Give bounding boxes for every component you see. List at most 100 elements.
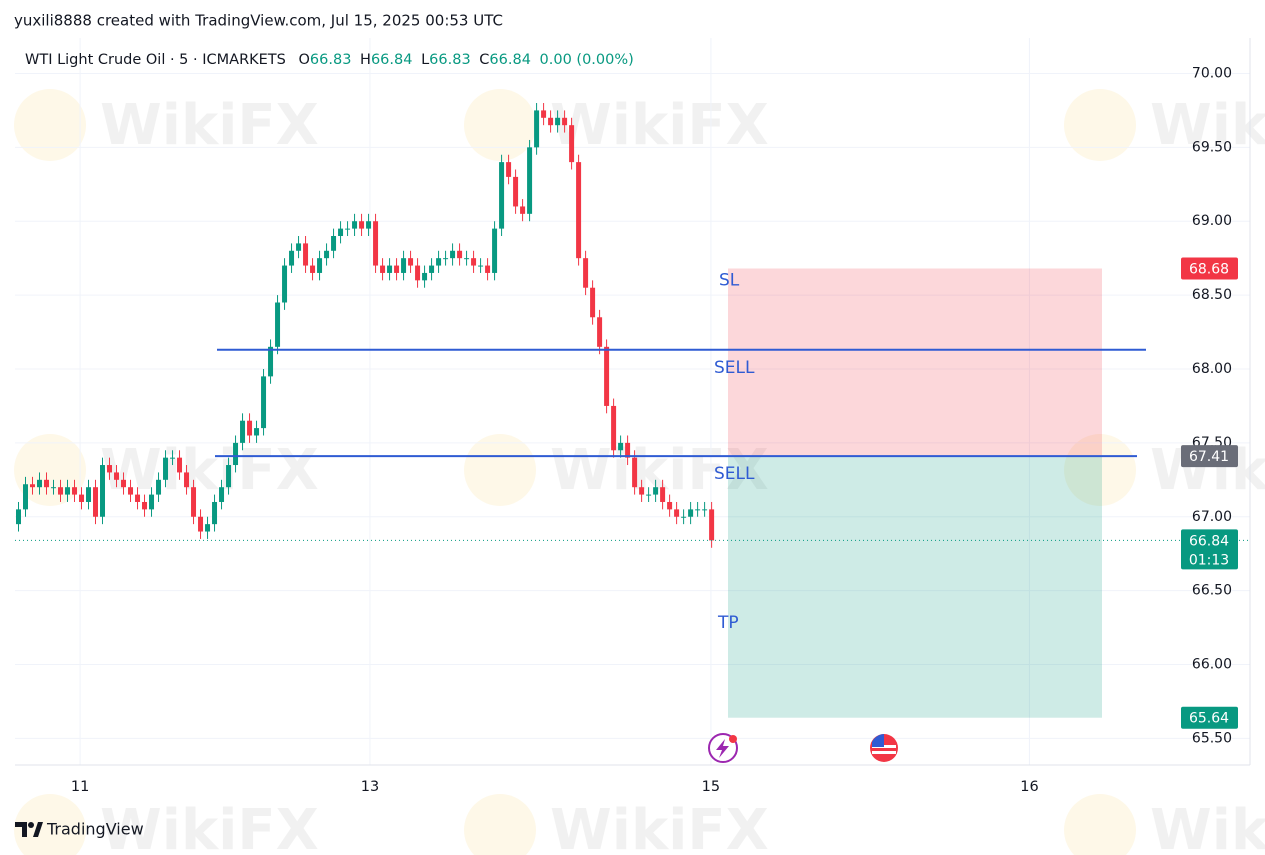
- candle-body: [331, 236, 337, 251]
- candle-body: [443, 258, 449, 260]
- watermark: WikiFX: [100, 93, 319, 158]
- candle-body: [282, 265, 288, 303]
- candle-body: [23, 484, 29, 510]
- price-badge-label: 66.84: [1189, 533, 1229, 549]
- watermark: WikiFX: [550, 93, 769, 158]
- candle-body: [653, 487, 659, 495]
- candle-body: [611, 405, 617, 451]
- legend-l: 66.83: [429, 52, 471, 68]
- price-badge-label: 65.64: [1189, 711, 1229, 727]
- candle-body: [51, 487, 57, 489]
- candle-body: [79, 494, 85, 502]
- candle-body: [254, 428, 260, 436]
- candle-body: [121, 479, 127, 488]
- candle-body: [387, 265, 393, 273]
- annotation: SELL: [714, 464, 755, 484]
- stop-zone: [728, 268, 1102, 457]
- legend: WTI Light Crude Oil · 5 · ICMARKETS O66.…: [25, 52, 634, 68]
- y-tick-label: 68.00: [1192, 361, 1232, 377]
- y-tick-label: 66.00: [1192, 657, 1232, 673]
- legend-c: 66.84: [489, 52, 531, 68]
- legend-o-label: O: [298, 52, 309, 68]
- watermark-logo: [14, 89, 86, 161]
- candle-body: [226, 465, 232, 488]
- position-tool: [728, 268, 1102, 718]
- candle-body: [135, 494, 141, 502]
- watermark: WikiFX: [550, 798, 769, 855]
- candle-body: [373, 221, 379, 266]
- candle-body: [422, 272, 428, 281]
- candle-body: [184, 472, 190, 488]
- x-tick-label: 11: [71, 779, 89, 795]
- y-tick-label: 70.00: [1192, 65, 1232, 81]
- watermark-logo: [14, 794, 86, 855]
- candle-body: [541, 110, 547, 118]
- candle-body: [296, 243, 302, 251]
- legend-h: 66.84: [371, 52, 413, 68]
- candle-body: [289, 250, 295, 266]
- candle-body: [93, 487, 99, 517]
- price-badge: [1181, 445, 1238, 468]
- candle-body: [513, 176, 519, 207]
- x-tick-label: 15: [702, 779, 720, 795]
- candle-body: [142, 501, 148, 510]
- candle-body: [212, 501, 218, 525]
- legend-change: 0.00 (0.00%): [540, 52, 634, 68]
- legend-l-label: L: [421, 52, 429, 68]
- candle-body: [660, 487, 666, 502]
- candle-body: [324, 250, 330, 259]
- watermark-logo: [1064, 434, 1136, 506]
- candle-body: [555, 117, 561, 126]
- overlays: SL SELL SELL TP 68.68 67.41 66.84 01:13 65.64: [15, 257, 1250, 729]
- candle-body: [667, 501, 673, 510]
- candle-body: [520, 206, 526, 214]
- candle-body: [114, 472, 120, 480]
- legend-h-label: H: [360, 52, 371, 68]
- y-tick-label: 69.00: [1192, 213, 1232, 229]
- candle-body: [380, 265, 386, 273]
- candle-body: [268, 346, 274, 377]
- candle-body: [163, 457, 169, 480]
- annotation: SELL: [714, 358, 755, 378]
- candle-body: [695, 509, 701, 511]
- candle-body: [177, 457, 183, 473]
- candle-body: [149, 494, 155, 510]
- watermark-logo: [464, 434, 536, 506]
- candle-body: [674, 509, 680, 517]
- candle-body: [30, 484, 36, 488]
- candle-body: [625, 442, 631, 458]
- price-badge-label: 68.68: [1189, 262, 1229, 278]
- y-tick-label: 69.50: [1192, 139, 1232, 155]
- x-tick-label: 13: [361, 779, 379, 795]
- candle-body: [534, 110, 540, 148]
- annotation: SL: [719, 271, 740, 291]
- watermark-logo: [464, 794, 536, 855]
- event-icon: [708, 733, 738, 763]
- candle-body: [156, 479, 162, 495]
- target-zone: [728, 456, 1102, 718]
- candle-body: [415, 265, 421, 281]
- watermark-logo: [464, 89, 536, 161]
- candle-body: [303, 243, 309, 266]
- candle-body: [597, 317, 603, 347]
- candle-body: [632, 457, 638, 488]
- candle-body: [100, 465, 106, 517]
- watermark: WikiFX: [100, 438, 319, 503]
- candle-body: [310, 265, 316, 273]
- candle-body: [359, 221, 365, 229]
- y-tick-label: 65.50: [1192, 730, 1232, 746]
- candle-body: [240, 420, 246, 443]
- candle-body: [471, 258, 477, 266]
- y-tick-label: 68.50: [1192, 287, 1232, 303]
- price-badge: [1181, 257, 1238, 280]
- watermark: WikiFX: [100, 798, 319, 855]
- price-badge-label: 67.41: [1189, 449, 1229, 465]
- candle-body: [464, 258, 470, 260]
- flag-icon: [870, 734, 898, 762]
- candle-body: [191, 487, 197, 517]
- price-badge: [1181, 529, 1238, 570]
- legend-o: 66.83: [310, 52, 352, 68]
- candle-body: [170, 457, 176, 459]
